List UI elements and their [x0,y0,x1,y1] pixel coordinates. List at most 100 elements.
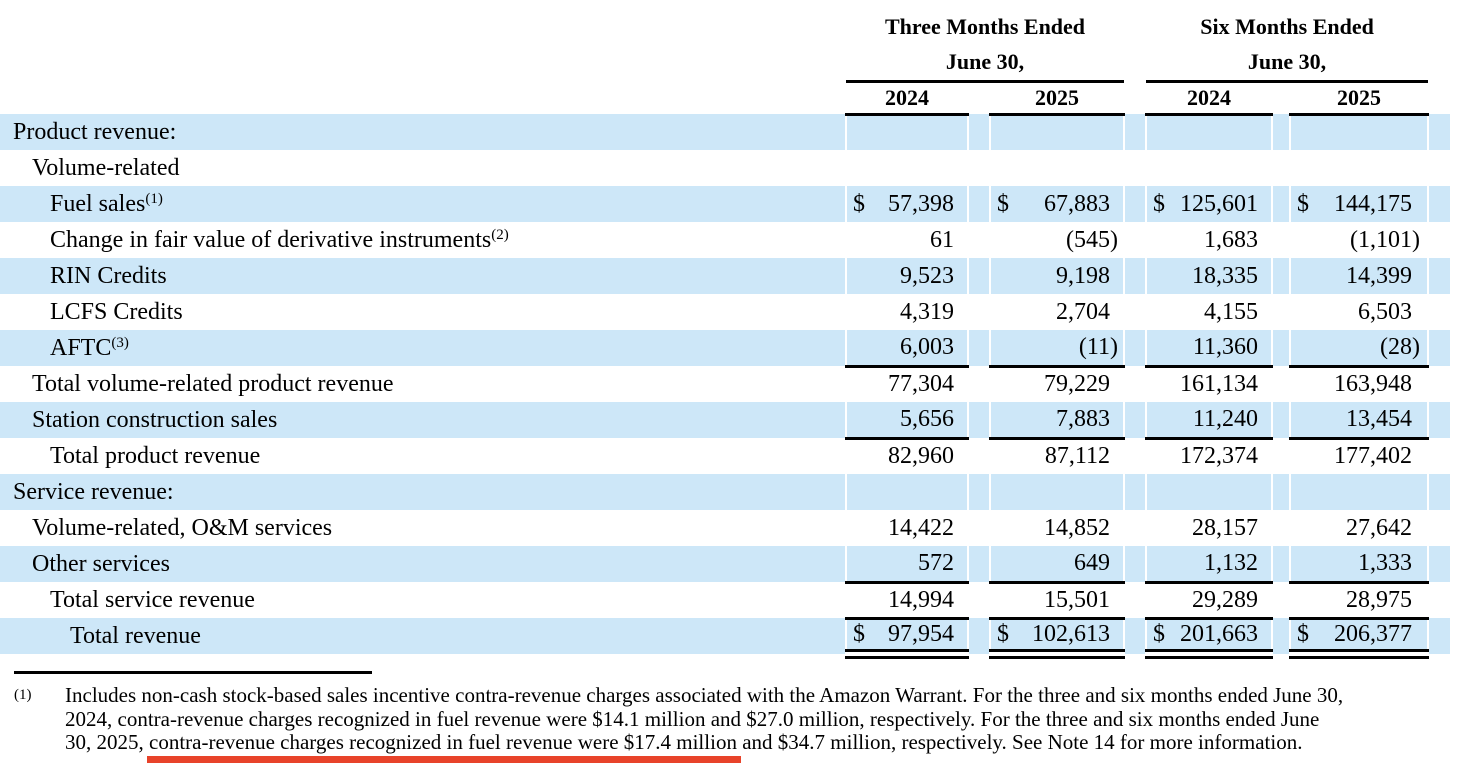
dollar-sign-cell [845,294,882,330]
dollar-sign-cell [1289,438,1321,474]
row-trailing-space [1427,618,1451,654]
value-cell [1026,150,1110,186]
column-gap [1123,186,1147,222]
row-label: Total service revenue [0,582,846,618]
column-gap [967,330,990,366]
dollar-sign-cell [845,222,882,258]
row-label: Fuel sales(1) [0,186,846,222]
period-title-row: Three Months Ended Six Months Ended [0,0,1450,44]
value-cell: 28,157 [1192,514,1259,541]
column-gap [1123,330,1147,366]
value-cell: 18,335 [1176,258,1259,294]
paren-cell: ) [1412,330,1430,368]
row-label-text: Other services [32,550,170,577]
dollar-sign-cell [1289,474,1321,510]
value-cell: 57,398 [882,186,954,222]
paren-cell [1110,258,1126,294]
dollar-sign-cell [1145,402,1177,440]
row-label: Change in fair value of derivative instr… [0,222,846,258]
header-spacer [0,81,846,114]
column-gap [967,618,990,654]
value-cell: 14,422 [888,514,954,541]
value-cell: 201,663 [1176,618,1259,659]
footnote-line-3: 30, 2025, contra-revenue charges recogni… [65,730,1343,755]
column-gap [1123,294,1147,330]
header-gap [1124,0,1146,44]
revenue-table-body: Product revenue: Volume-related Fuel sales… [0,114,1451,659]
dollar-sign-cell [1289,114,1321,150]
value-cell: 5,656 [882,402,954,440]
value-cell: 14,399 [1320,258,1413,294]
paren-cell [954,330,969,368]
column-gap [1123,546,1147,582]
paren-cell [1412,438,1430,474]
value-cell [1026,474,1110,510]
paren-cell [954,546,969,584]
paren-cell [954,618,969,659]
row-label: Total product revenue [0,438,846,474]
paren-cell [1412,510,1430,546]
column-gap [967,546,990,582]
column-gap [967,222,990,258]
value-cell: (28 [1320,330,1413,368]
row-trailing-space [1427,186,1451,222]
row-trailing-space [1427,294,1451,330]
dollar-sign-cell [1289,222,1321,258]
value-cell [1176,150,1258,186]
header-spacer [0,44,846,81]
value-cell: 27,642 [1346,514,1413,541]
value-cell: 67,883 [1026,186,1110,222]
paren-cell [1412,114,1430,150]
row-label: LCFS Credits [0,294,846,330]
dollar-sign-cell [989,438,1026,474]
dollar-sign-cell: $ [845,186,882,222]
col-group-subtitle-six-months: June 30, [1146,44,1429,83]
column-gap [967,294,990,330]
value-cell: 82,960 [888,443,954,470]
dollar-sign-cell [989,222,1026,258]
column-gap [1271,366,1291,402]
value-cell: 172,374 [1180,443,1259,470]
column-gap [1271,474,1291,510]
dollar-sign-cell [845,366,882,402]
paren-cell [1110,438,1126,474]
dollar-sign-cell [1289,294,1321,330]
dollar-sign-cell [1145,222,1177,258]
dollar-sign-cell [989,474,1026,510]
paren-cell [954,150,969,186]
column-gap [1123,582,1147,618]
value-cell: 11,360 [1176,330,1259,368]
row-label: Product revenue: [0,114,846,150]
column-gap [1123,366,1147,402]
dollar-sign-cell [1145,258,1177,294]
paren-cell [954,510,969,546]
dollar-sign-cell [989,294,1026,330]
row-label-text: Fuel sales [50,190,146,217]
dollar-sign-cell [845,510,882,546]
paren-cell [1110,546,1126,584]
value-cell: 572 [882,546,954,584]
paren-cell [1258,438,1274,474]
dollar-sign-cell [845,258,882,294]
table-row: LCFS Credits 4,319 2,704 4,155 6,503 [0,294,1451,330]
column-gap [967,510,990,546]
dollar-sign-cell [1145,546,1177,584]
row-label-text: RIN Credits [50,262,167,289]
dollar-sign-cell [1289,258,1321,294]
column-gap [967,402,990,438]
dollar-sign-cell [989,546,1026,584]
dollar-sign-cell: $ [1145,618,1177,659]
revenue-table-container: Three Months Ended Six Months Ended June… [0,0,1451,659]
dollar-sign-cell [845,438,882,474]
value-cell: 15,501 [1026,582,1110,620]
value-cell: 61 [930,226,954,253]
value-cell: 102,613 [1026,618,1110,659]
value-cell: (545 [1066,226,1110,253]
paren-cell [954,366,969,402]
dollar-sign-cell [1289,510,1321,546]
paren-cell [954,438,969,474]
header-gap [1124,81,1146,114]
dollar-sign-cell [1145,330,1177,368]
footnote-reference: (1) [145,190,163,207]
value-cell [882,150,954,186]
